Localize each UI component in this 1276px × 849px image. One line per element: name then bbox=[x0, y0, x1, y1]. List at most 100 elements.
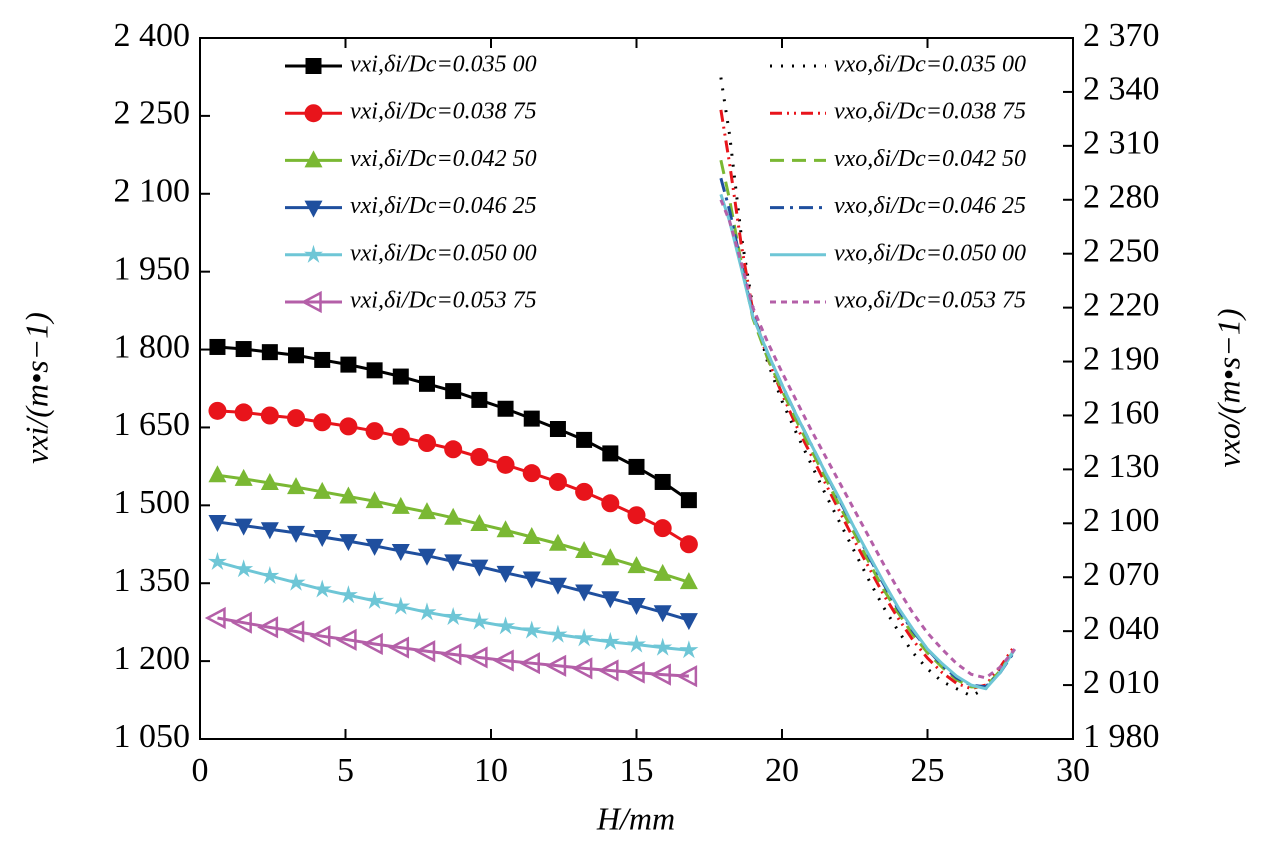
y-tick-label: 1 800 bbox=[114, 328, 191, 365]
marker bbox=[548, 577, 567, 595]
marker bbox=[444, 440, 463, 459]
legend-label: vxo,δi/Dc=0.046 25 bbox=[834, 193, 1026, 219]
marker bbox=[235, 341, 252, 358]
marker bbox=[545, 654, 567, 677]
marker bbox=[576, 431, 593, 448]
marker bbox=[627, 506, 646, 525]
marker bbox=[440, 643, 462, 666]
marker bbox=[470, 514, 489, 532]
marker bbox=[466, 646, 488, 669]
marker bbox=[288, 347, 305, 364]
marker bbox=[548, 624, 568, 643]
marker bbox=[340, 356, 357, 373]
marker bbox=[654, 473, 671, 490]
y-tick-label: 1 200 bbox=[114, 640, 191, 677]
marker bbox=[597, 659, 619, 682]
marker bbox=[496, 455, 515, 474]
legend-label: vxo,δi/Dc=0.042 50 bbox=[834, 146, 1026, 172]
marker bbox=[417, 502, 436, 520]
marker bbox=[208, 401, 227, 420]
marker bbox=[286, 572, 306, 591]
marker bbox=[365, 590, 385, 609]
marker bbox=[300, 290, 322, 314]
marker bbox=[601, 548, 620, 566]
plot-frame bbox=[199, 37, 1074, 740]
marker bbox=[653, 563, 672, 581]
legend-label: vxo,δi/Dc=0.038 75 bbox=[834, 99, 1026, 125]
marker bbox=[261, 344, 278, 361]
y2-tick-label: 2 370 bbox=[1083, 17, 1160, 54]
marker bbox=[492, 649, 514, 672]
marker bbox=[365, 491, 384, 509]
y2-tick-label: 2 100 bbox=[1083, 502, 1160, 539]
y-tick-label: 2 400 bbox=[114, 17, 191, 54]
y2-axis-label: vxo/(m•s−1) bbox=[1210, 309, 1246, 468]
legend-label: vxi,δi/Dc=0.042 50 bbox=[350, 146, 537, 172]
y2-tick-label: 2 130 bbox=[1083, 448, 1160, 485]
marker bbox=[392, 368, 409, 385]
marker bbox=[313, 481, 332, 499]
marker bbox=[575, 541, 594, 559]
marker bbox=[391, 544, 410, 562]
marker bbox=[309, 625, 331, 648]
marker bbox=[314, 351, 331, 368]
marker bbox=[304, 200, 323, 218]
marker bbox=[548, 472, 567, 491]
marker bbox=[304, 104, 323, 123]
marker bbox=[497, 400, 514, 417]
marker bbox=[602, 445, 619, 462]
y-tick-label: 2 100 bbox=[114, 173, 191, 210]
marker bbox=[680, 492, 697, 509]
marker bbox=[365, 422, 384, 441]
x-axis-label: H/mm bbox=[596, 800, 675, 836]
marker bbox=[676, 665, 698, 688]
marker bbox=[207, 551, 227, 571]
marker bbox=[601, 591, 620, 609]
x-tick-label: 15 bbox=[620, 752, 654, 789]
marker bbox=[445, 383, 462, 400]
legend-label: vxi,δi/Dc=0.035 00 bbox=[350, 52, 537, 78]
marker bbox=[523, 410, 540, 427]
marker bbox=[365, 538, 384, 556]
marker bbox=[312, 579, 332, 598]
marker bbox=[260, 406, 279, 425]
marker bbox=[287, 525, 306, 543]
marker bbox=[496, 565, 515, 583]
y2-tick-label: 2 010 bbox=[1083, 664, 1160, 701]
marker bbox=[304, 150, 323, 168]
y-tick-label: 1 650 bbox=[114, 406, 191, 443]
y2-tick-label: 2 040 bbox=[1083, 610, 1160, 647]
marker bbox=[627, 556, 646, 574]
y2-tick-label: 2 070 bbox=[1083, 556, 1160, 593]
marker bbox=[234, 559, 254, 578]
y2-tick-label: 2 250 bbox=[1083, 232, 1160, 269]
marker bbox=[208, 465, 227, 483]
marker bbox=[417, 548, 436, 566]
marker bbox=[234, 403, 253, 422]
marker bbox=[601, 494, 620, 513]
marker bbox=[391, 496, 410, 514]
x-tick-label: 25 bbox=[911, 752, 945, 789]
marker bbox=[234, 468, 253, 486]
marker bbox=[313, 413, 332, 432]
marker bbox=[260, 565, 280, 585]
marker bbox=[469, 611, 489, 630]
marker bbox=[305, 58, 322, 74]
marker bbox=[574, 628, 594, 647]
marker bbox=[623, 661, 645, 684]
marker bbox=[470, 559, 489, 577]
y-tick-label: 1 500 bbox=[114, 484, 191, 521]
marker bbox=[679, 535, 698, 554]
marker bbox=[628, 458, 645, 475]
marker bbox=[287, 477, 306, 495]
series-line bbox=[719, 159, 1017, 689]
y2-tick-label: 2 160 bbox=[1083, 394, 1160, 431]
marker bbox=[653, 519, 672, 538]
y2-tick-label: 2 220 bbox=[1083, 286, 1160, 323]
marker bbox=[522, 620, 542, 639]
marker bbox=[388, 636, 410, 659]
marker bbox=[361, 632, 383, 656]
marker bbox=[204, 606, 226, 630]
marker bbox=[653, 637, 673, 656]
y-tick-label: 1 050 bbox=[114, 718, 191, 755]
